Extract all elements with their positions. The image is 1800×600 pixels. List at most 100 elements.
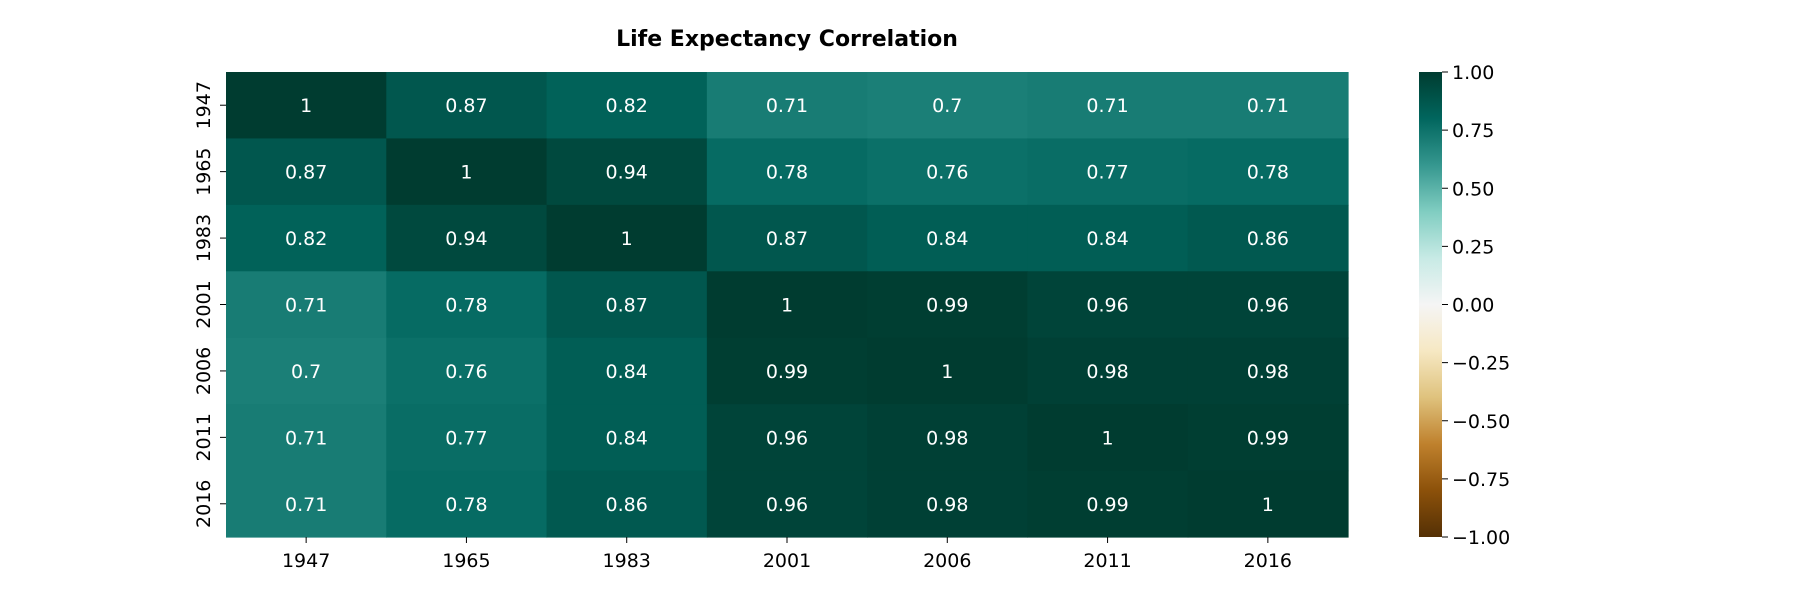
cell-value-label: 0.87 (766, 228, 808, 250)
heatmap-cells (226, 72, 1349, 538)
colorbar-gradient (1419, 72, 1442, 537)
colorbar-tick-label: 0.25 (1452, 236, 1494, 258)
colorbar-tick-label: −0.25 (1452, 353, 1510, 375)
heatmap-cell (546, 204, 708, 272)
x-tick-label: 1965 (442, 550, 490, 572)
heatmap-cell (706, 271, 868, 339)
heatmap-cell (386, 337, 548, 405)
colorbar-tick-label: −0.50 (1452, 411, 1510, 433)
heatmap-cell (706, 138, 868, 206)
cell-value-label: 1 (1102, 427, 1114, 449)
cell-value-label: 0.78 (766, 162, 808, 184)
cell-value-label: 1 (621, 228, 633, 250)
cell-value-label: 0.84 (1086, 228, 1128, 250)
heatmap-cell (386, 470, 548, 538)
heatmap-cell (1027, 271, 1189, 339)
cell-value-label: 0.71 (1086, 95, 1128, 117)
y-tick-label: 1983 (193, 214, 215, 262)
cell-value-label: 1 (300, 95, 312, 117)
heatmap-cell (867, 337, 1029, 405)
heatmap-cell (1027, 470, 1189, 538)
cell-value-label: 0.99 (1086, 494, 1128, 516)
cell-value-label: 0.71 (766, 95, 808, 117)
heatmap-cell (386, 138, 548, 206)
cell-value-label: 1 (941, 361, 953, 383)
cell-value-label: 0.78 (1247, 162, 1289, 184)
cell-value-label: 1 (781, 295, 793, 317)
heatmap-cell (546, 470, 708, 538)
heatmap-cell (1187, 404, 1349, 472)
cell-value-label: 0.84 (926, 228, 968, 250)
cell-value-label: 0.99 (926, 295, 968, 317)
heatmap-cell (1187, 138, 1349, 206)
colorbar-tick-label: −1.00 (1452, 527, 1510, 549)
cell-value-label: 0.71 (285, 494, 327, 516)
heatmap-cell (226, 271, 387, 339)
heatmap-cell (226, 337, 387, 405)
cell-value-label: 0.86 (606, 494, 648, 516)
heatmap-cell (867, 404, 1029, 472)
cell-value-label: 0.99 (1247, 427, 1289, 449)
heatmap-cell (1027, 204, 1189, 272)
cell-value-label: 0.77 (1086, 162, 1128, 184)
cell-value-label: 0.99 (766, 361, 808, 383)
heatmap-cell (706, 404, 868, 472)
colorbar-tick-label: 0.50 (1452, 178, 1494, 200)
heatmap-cell (867, 470, 1029, 538)
x-tick-label: 2006 (923, 550, 971, 572)
heatmap-cell (386, 404, 548, 472)
heatmap-cell (1027, 404, 1189, 472)
cell-value-label: 0.86 (1247, 228, 1289, 250)
cell-value-label: 0.87 (606, 295, 648, 317)
x-tick-label: 1947 (282, 550, 330, 572)
y-tick-label: 2006 (193, 347, 215, 395)
cell-value-label: 0.82 (606, 95, 648, 117)
chart-title: Life Expectancy Correlation (616, 27, 958, 52)
heatmap-cell (226, 404, 387, 472)
y-axis: 1947 1965 1983 2001 2006 2011 2016 (193, 81, 226, 528)
heatmap-cell (386, 271, 548, 339)
heatmap-cell (1187, 337, 1349, 405)
cell-value-label: 0.87 (285, 162, 327, 184)
heatmap-cell (226, 138, 387, 206)
heatmap-cell (546, 271, 708, 339)
x-tick-label: 2011 (1083, 550, 1131, 572)
heatmap-cell (867, 72, 1029, 140)
heatmap-cell (386, 204, 548, 272)
cell-value-label: 0.87 (445, 95, 487, 117)
cell-value-label: 0.84 (606, 361, 648, 383)
cell-value-label: 0.78 (445, 494, 487, 516)
heatmap-cell (1027, 337, 1189, 405)
heatmap-cell-labels: 1 0.87 0.82 0.71 0.7 0.71 0.710.87 1 0.94 0.78 0.7… (285, 95, 1289, 516)
heatmap-cell (226, 470, 387, 538)
cell-value-label: 0.96 (766, 494, 808, 516)
heatmap-cell (706, 470, 868, 538)
y-tick-label: 1947 (193, 81, 215, 129)
y-tick-label: 2016 (193, 480, 215, 528)
colorbar-tick-label: 1.00 (1452, 62, 1494, 84)
cell-value-label: 1 (460, 162, 472, 184)
cell-value-label: 0.7 (932, 95, 962, 117)
y-tick-label: 2011 (193, 413, 215, 461)
cell-value-label: 0.76 (926, 162, 968, 184)
x-tick-label: 2016 (1244, 550, 1292, 572)
cell-value-label: 0.96 (1247, 295, 1289, 317)
x-tick-label: 2001 (763, 550, 811, 572)
cell-value-label: 0.84 (606, 427, 648, 449)
heatmap-cell (546, 337, 708, 405)
cell-value-label: 0.7 (291, 361, 321, 383)
heatmap-cell (1027, 72, 1189, 140)
cell-value-label: 0.96 (766, 427, 808, 449)
heatmap-cell (386, 72, 548, 140)
colorbar-tick-label: −0.75 (1452, 469, 1510, 491)
cell-value-label: 0.78 (445, 295, 487, 317)
cell-value-label: 0.98 (926, 427, 968, 449)
cell-value-label: 0.82 (285, 228, 327, 250)
heatmap-cell (867, 138, 1029, 206)
heatmap-cell (706, 337, 868, 405)
heatmap-cell (546, 404, 708, 472)
heatmap-cell (867, 204, 1029, 272)
cell-value-label: 0.94 (606, 162, 648, 184)
colorbar-tick-label: 0.75 (1452, 120, 1494, 142)
